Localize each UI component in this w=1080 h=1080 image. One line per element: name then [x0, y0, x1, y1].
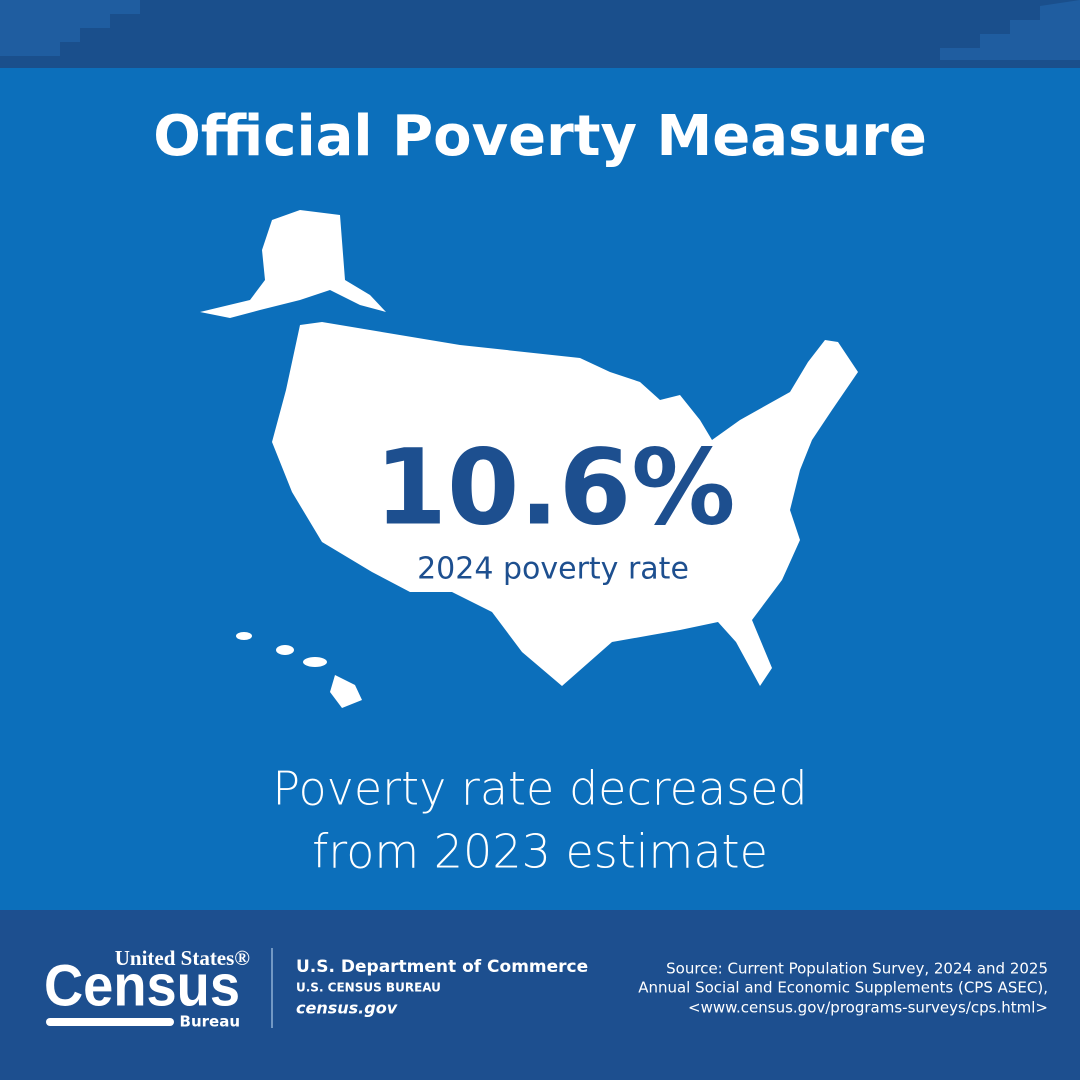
stat-value: 10.6% — [375, 426, 736, 548]
source-line: Source: Current Population Survey, 2024 … — [666, 960, 1048, 978]
title: Official Poverty Measure — [153, 104, 927, 169]
bureau-name: U.S. CENSUS BUREAU — [296, 981, 441, 995]
contiguous-states — [272, 322, 858, 686]
alaska — [200, 210, 386, 318]
us-map — [200, 210, 858, 708]
website: census.gov — [296, 999, 398, 1018]
logo-bottom: Bureau — [180, 1013, 240, 1031]
source-line: <www.census.gov/programs-surveys/cps.htm… — [688, 999, 1048, 1017]
hawaii-island — [303, 657, 327, 667]
hawaii-big-island — [330, 675, 362, 708]
hawaii-island — [276, 645, 294, 655]
logo-top: United States® — [115, 946, 251, 970]
logo-underline — [46, 1018, 174, 1026]
stat-caption: 2024 poverty rate — [417, 552, 689, 587]
stair-pattern-left — [0, 0, 140, 56]
source-line: Annual Social and Economic Supplements (… — [638, 979, 1048, 997]
hawaii-island — [236, 632, 252, 640]
summary-line: Poverty rate decreased — [272, 762, 807, 816]
logo-main: Census — [44, 953, 240, 1018]
top-band — [0, 0, 1080, 68]
summary-line: from 2023 estimate — [312, 825, 768, 879]
footer-band — [0, 910, 1080, 1080]
stair-pattern-right — [940, 0, 1080, 60]
department-name: U.S. Department of Commerce — [296, 957, 588, 977]
